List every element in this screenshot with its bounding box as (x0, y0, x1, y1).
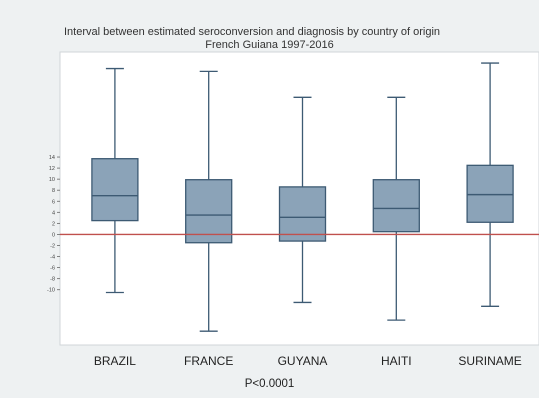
y-tick-label: 0 (52, 232, 55, 238)
box-guyana (278, 96, 327, 304)
iqr-box (372, 179, 420, 233)
box-suriname (466, 62, 514, 307)
x-category-label: BRAZIL (94, 354, 136, 368)
chart-subtitle: French Guiana 1997-2016 (205, 39, 334, 51)
y-tick-label: -8 (50, 277, 55, 283)
x-category-label: FRANCE (184, 354, 233, 368)
box-france (185, 70, 233, 332)
box-haiti (372, 96, 420, 321)
y-tick-label: -4 (50, 255, 55, 261)
chart-title: Interval between estimated seroconversio… (64, 26, 441, 38)
x-category-label: SURINAME (458, 354, 521, 368)
y-tick-label: 8 (52, 188, 55, 194)
y-tick-label: 2 (52, 221, 55, 227)
p-value-footnote: P<0.0001 (244, 378, 295, 390)
iqr-box (278, 186, 327, 242)
x-category-label: HAITI (381, 354, 412, 368)
x-category-label: GUYANA (278, 354, 328, 368)
y-tick-label: 6 (52, 199, 55, 205)
y-tick-label: 4 (52, 210, 55, 216)
iqr-box (185, 179, 233, 244)
iqr-box (466, 164, 514, 223)
y-tick-label: -10 (47, 288, 55, 294)
y-tick-label: -2 (50, 243, 55, 249)
box-brazil (91, 67, 139, 294)
y-tick-label: -6 (50, 266, 55, 272)
y-tick-label: 12 (49, 166, 55, 172)
y-tick-label: 14 (49, 155, 55, 161)
iqr-box (91, 158, 139, 222)
y-tick-label: 10 (49, 177, 55, 183)
